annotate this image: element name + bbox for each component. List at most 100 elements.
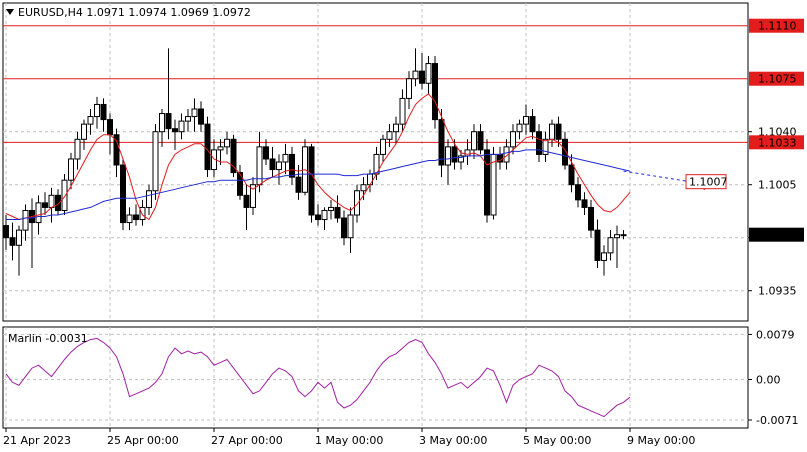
marlin-indicator (5, 337, 631, 418)
candle-body (419, 70, 425, 84)
target-label: 1.1007 (689, 176, 728, 189)
candle-body (16, 229, 22, 246)
candle-body (490, 153, 497, 216)
dropdown-triangle-icon[interactable] (6, 9, 14, 15)
time-axis: 21 Apr 2023 25 Apr 00:00 27 Apr 00:00 1 May… (3, 428, 695, 447)
candle-body (328, 206, 334, 211)
level-price-badge (749, 135, 804, 150)
candle-body (243, 194, 250, 208)
candle-body (438, 119, 445, 166)
candle-body (94, 103, 100, 118)
candle-body (289, 153, 295, 178)
candle-body (133, 214, 139, 221)
candle-body (471, 131, 477, 151)
candle-body (360, 184, 367, 192)
candle-body (503, 146, 510, 163)
candle-body (55, 194, 61, 211)
candle-body (321, 209, 328, 221)
current-price-badge (749, 227, 804, 242)
candle-body (185, 116, 191, 122)
candle-body (237, 172, 243, 196)
candle-body (341, 217, 347, 239)
candle-body (334, 206, 341, 219)
candle-body (81, 123, 87, 140)
candle-body (393, 123, 399, 133)
level-price-label: 1.1033 (758, 136, 797, 149)
candle-body (146, 190, 152, 208)
candle-body (614, 234, 620, 239)
candle-body (172, 128, 178, 133)
candle-body (445, 146, 451, 166)
candle-body (458, 155, 464, 163)
candle-body (510, 131, 516, 148)
candle-body (601, 252, 607, 261)
candle-body (35, 202, 42, 224)
time-tick-label: 27 Apr 00:00 (211, 434, 283, 447)
current-price-label: 1.0972 (758, 229, 797, 242)
candle-body (295, 176, 302, 193)
ma-line (6, 149, 631, 220)
candle-body (120, 164, 126, 224)
level-price-label: 1.1075 (758, 73, 797, 86)
candle-body (282, 153, 289, 163)
candle-body (588, 206, 594, 231)
candle-body (620, 234, 627, 237)
candle-body (250, 184, 256, 208)
candle-body (269, 158, 276, 171)
indicator-tick-label: 0.0079 (756, 328, 795, 341)
level-price-badge (749, 71, 804, 86)
candle-body (9, 237, 16, 246)
candle-body (74, 138, 81, 160)
time-tick-label: 1 May 00:00 (315, 434, 383, 447)
candle-body (204, 123, 211, 171)
ma-line (5, 93, 631, 221)
candle-body (386, 131, 393, 140)
candle-body (178, 120, 185, 133)
candle-body (100, 103, 107, 121)
time-tick-label: 21 Apr 2023 (3, 434, 71, 447)
price-tick-label: 1.1005 (758, 179, 797, 192)
symbol-header: EURUSD,H4 1.0971 1.0974 1.0969 1.0972 (18, 6, 251, 19)
candle-body (263, 146, 269, 160)
candle-body (529, 116, 536, 133)
candle-body (464, 149, 471, 157)
candle-body (165, 113, 172, 130)
level-price-label: 1.1110 (758, 20, 797, 33)
candle-body (276, 161, 282, 171)
candle-body (581, 199, 588, 208)
candle-body (87, 116, 94, 125)
candle-body (113, 134, 120, 166)
price-tick-label: 1.0935 (758, 285, 797, 298)
candle-body (224, 138, 230, 148)
candle-body (568, 164, 575, 186)
time-tick-label: 9 May 00:00 (627, 434, 695, 447)
candle-body (484, 149, 490, 216)
candle-body (354, 190, 360, 216)
candle-body (107, 119, 113, 136)
candle-body (315, 214, 321, 221)
candlestick-series (3, 48, 627, 276)
candle-body (594, 229, 601, 261)
resistance-levels (3, 25, 748, 143)
candle-body (198, 108, 204, 125)
time-tick-label: 5 May 00:00 (523, 434, 591, 447)
candle-body (575, 184, 581, 201)
candle-body (380, 138, 386, 155)
indicator-tick-label: 0.00 (756, 373, 781, 386)
moving-average-lines: 1.1007 (5, 93, 728, 221)
candle-body (523, 116, 529, 125)
candle-body (126, 214, 133, 224)
ma-forecast-line (623, 170, 691, 183)
candle-body (191, 108, 198, 118)
candle-body (607, 237, 614, 254)
candle-body (139, 206, 146, 221)
candle-body (536, 131, 542, 155)
candle-body (555, 123, 562, 140)
candle-body (432, 63, 438, 121)
price-panel-frame (2, 2, 749, 322)
candle-body (68, 158, 74, 181)
candle-body (42, 202, 48, 208)
time-tick-label: 25 Apr 00:00 (107, 434, 179, 447)
candle-body (399, 97, 406, 125)
candle-body (230, 138, 237, 174)
